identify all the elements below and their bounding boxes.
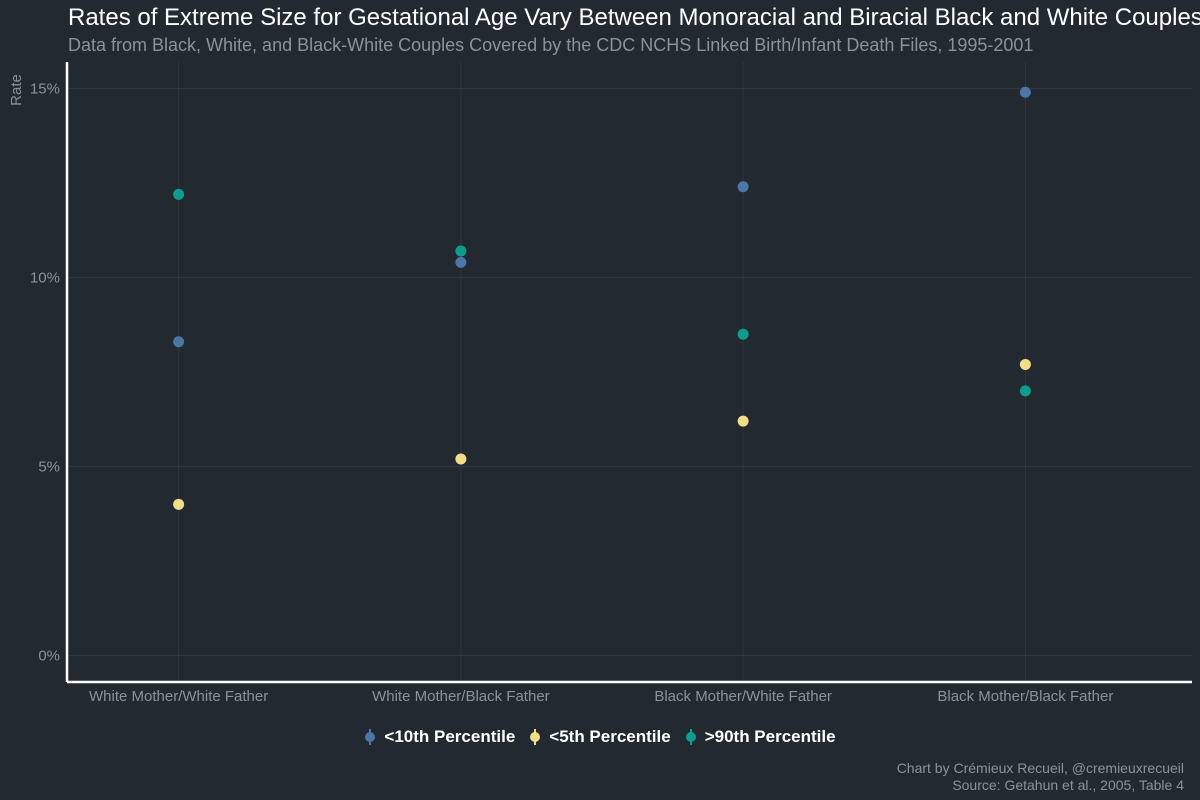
data-point (173, 498, 185, 510)
x-tick-label: White Mother/White Father (89, 688, 268, 705)
legend-item: <5th Percentile (529, 727, 671, 747)
chart-subtitle: Data from Black, White, and Black-White … (68, 35, 1034, 55)
legend-label: <5th Percentile (549, 727, 671, 746)
legend-label: <10th Percentile (384, 727, 516, 746)
legend-label: >90th Percentile (704, 727, 836, 746)
data-point (1019, 385, 1031, 397)
legend-item: <10th Percentile (364, 727, 515, 747)
legend-key-dot (685, 732, 696, 742)
y-tick-label: 0% (38, 648, 60, 665)
caption-source: Source: Getahun et al., 2005, Table 4 (952, 777, 1184, 793)
data-point (455, 453, 467, 465)
data-point (737, 328, 749, 340)
data-point (455, 245, 467, 257)
legend: <10th Percentile <5th Percentile >90th Per… (0, 727, 1200, 747)
y-axis-label: Rate (8, 74, 25, 106)
x-tick-label: Black Mother/White Father (654, 688, 832, 705)
caption-credit: Chart by Crémieux Recueil, @cremieuxrecu… (896, 760, 1184, 776)
legend-key-icon (685, 729, 696, 745)
data-point (1019, 86, 1031, 98)
data-point (1019, 358, 1031, 370)
legend-key-icon (365, 729, 376, 745)
data-point (455, 256, 467, 268)
legend-item: >90th Percentile (685, 727, 836, 747)
y-tick-label: 15% (30, 80, 60, 97)
y-tick-label: 5% (38, 459, 60, 476)
data-point (173, 336, 185, 348)
data-point (173, 188, 185, 200)
x-tick-label: Black Mother/Black Father (937, 688, 1113, 705)
x-tick-label: White Mother/Black Father (372, 688, 550, 705)
caption: Chart by Crémieux Recueil, @cremieuxrecu… (897, 760, 1184, 794)
data-point (737, 415, 749, 427)
legend-key-dot (530, 732, 541, 742)
chart-title: Rates of Extreme Size for Gestational Ag… (68, 4, 1200, 31)
y-tick-label: 10% (30, 269, 60, 286)
legend-key-dot (365, 732, 376, 742)
legend-key-icon (530, 729, 541, 745)
data-point (737, 181, 749, 193)
